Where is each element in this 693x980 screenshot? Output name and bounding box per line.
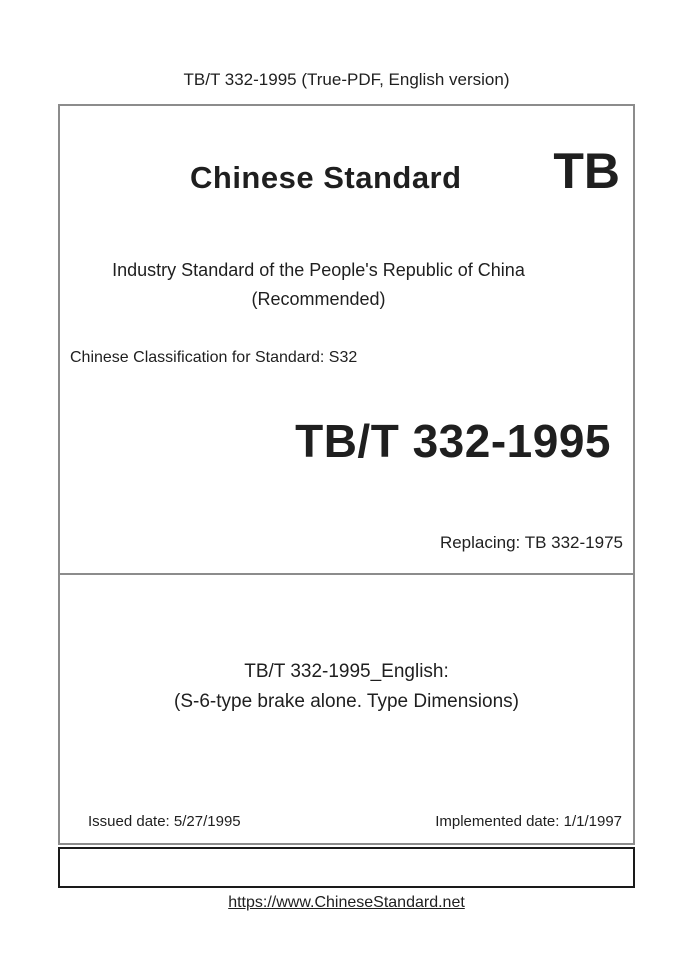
brand-title: Chinese Standard bbox=[190, 160, 462, 195]
org-recommended-line: (Recommended) bbox=[251, 289, 386, 309]
replacing-line: Replacing: TB 332-1975 bbox=[439, 533, 623, 552]
footer-link-wrap: https://www.ChineseStandard.net bbox=[0, 894, 693, 912]
issued-date: Issued date: 5/27/1995 bbox=[88, 813, 241, 830]
classification-line: Chinese Classification for Standard: S32 bbox=[70, 349, 358, 366]
implemented-date: Implemented date: 1/1/1997 bbox=[435, 813, 622, 830]
english-title-block: TB/T 332-1995_English: (S-6-type brake a… bbox=[60, 657, 633, 717]
standard-number: TB/T 332-1995 bbox=[295, 415, 611, 467]
page-header-title: TB/T 332-1995 (True-PDF, English version… bbox=[183, 70, 510, 89]
standard-prefix-code: TB bbox=[553, 143, 620, 199]
org-line: Industry Standard of the People's Republ… bbox=[112, 260, 525, 280]
brand-row: Chinese Standard TB bbox=[190, 142, 620, 200]
website-link[interactable]: https://www.ChineseStandard.net bbox=[228, 894, 465, 911]
org-block: Industry Standard of the People's Republ… bbox=[60, 256, 577, 314]
english-title-line2: (S-6-type brake alone. Type Dimensions) bbox=[174, 691, 519, 712]
footer-empty-box bbox=[58, 847, 635, 888]
dates-row: Issued date: 5/27/1995 Implemented date:… bbox=[88, 812, 622, 831]
english-title-line1: TB/T 332-1995_English: bbox=[244, 661, 449, 682]
cover-main-box: Chinese Standard TB Industry Standard of… bbox=[58, 104, 635, 845]
section-divider bbox=[60, 573, 633, 575]
